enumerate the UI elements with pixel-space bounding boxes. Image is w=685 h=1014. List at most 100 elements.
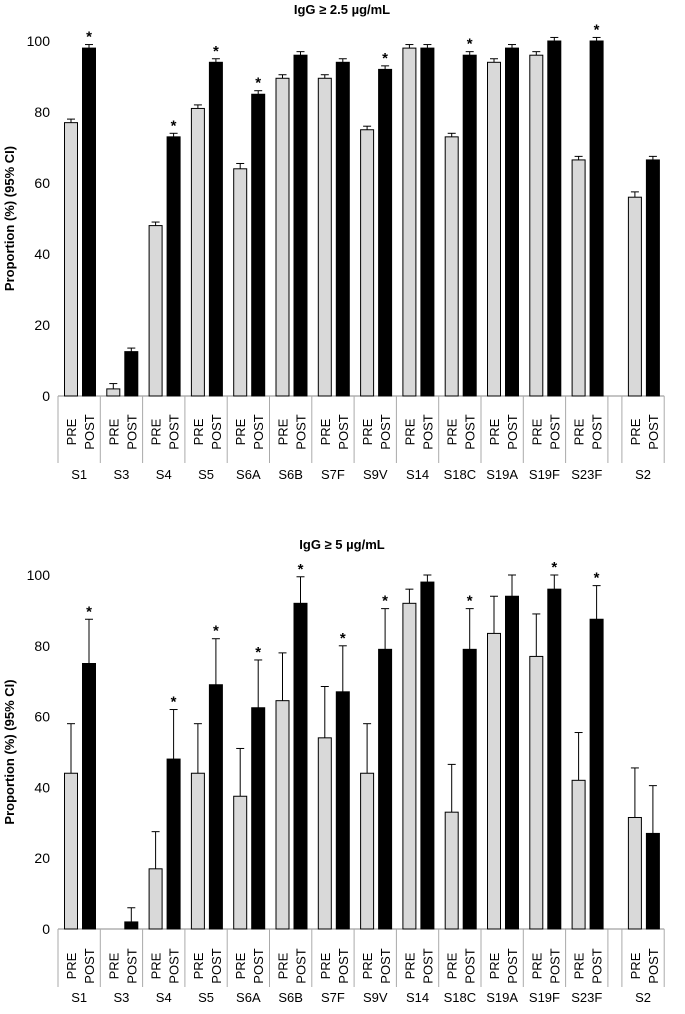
significance-star: * bbox=[382, 50, 388, 67]
x-group-label: S23F bbox=[571, 467, 602, 482]
bar-post-s6b bbox=[293, 602, 308, 930]
x-category-label: PRE bbox=[191, 952, 206, 979]
bar-post-s5 bbox=[208, 684, 223, 930]
x-group-label: S6A bbox=[236, 990, 261, 1005]
x-category-label: PRE bbox=[487, 952, 502, 979]
bar-post-s23f bbox=[589, 618, 604, 930]
chart-2: IgG ≥ 5 µg/mL Proportion (%) (95% CI) 0 20 4… bbox=[2, 537, 665, 1005]
bar-post-s19a bbox=[505, 595, 519, 930]
x-category-label: PRE bbox=[318, 418, 333, 445]
y-tick-label: 20 bbox=[34, 850, 50, 866]
x-group-label: S4 bbox=[156, 467, 172, 482]
bar-pre-s2 bbox=[627, 816, 642, 930]
x-category-label: POST bbox=[547, 414, 562, 449]
bar-post-s9v bbox=[378, 68, 393, 397]
bar-pre-s9v bbox=[360, 772, 375, 930]
x-category-label: POST bbox=[209, 414, 224, 449]
x-category-label: POST bbox=[505, 414, 520, 449]
x-group-label: S19A bbox=[486, 467, 518, 482]
x-group-label: S18C bbox=[444, 467, 477, 482]
y-tick-label: 100 bbox=[27, 33, 51, 49]
x-category-label: PRE bbox=[487, 418, 502, 445]
x-category-label: POST bbox=[251, 948, 266, 983]
bar-post-s6a bbox=[251, 707, 266, 930]
x-category-label: POST bbox=[167, 948, 182, 983]
bar-pre-s23f bbox=[571, 159, 586, 397]
significance-star: * bbox=[255, 75, 261, 92]
bar-pre-s7f bbox=[317, 737, 332, 930]
x-category-label: PRE bbox=[360, 418, 375, 445]
significance-star: * bbox=[594, 570, 600, 587]
bar-pre-s14 bbox=[402, 602, 417, 930]
y-tick-label: 80 bbox=[34, 638, 50, 654]
y-tick-label: 60 bbox=[34, 709, 50, 725]
bar-post-s6a bbox=[251, 93, 266, 397]
significance-star: * bbox=[340, 630, 346, 647]
chart-1: IgG ≥ 2.5 µg/mL Proportion (%) (95% CI) 0 2… bbox=[2, 2, 665, 482]
bar-pre-s5 bbox=[190, 107, 205, 397]
x-group-label: S9V bbox=[363, 467, 388, 482]
chart-title: IgG ≥ 5 µg/mL bbox=[299, 537, 384, 552]
significance-star: * bbox=[171, 117, 177, 134]
x-category-label: PRE bbox=[233, 418, 248, 445]
x-category-label: POST bbox=[294, 414, 309, 449]
significance-star: * bbox=[213, 623, 219, 640]
x-category-label: PRE bbox=[572, 418, 587, 445]
bar-post-s9v bbox=[378, 648, 393, 930]
x-category-label: POST bbox=[378, 948, 393, 983]
x-group-label: S7F bbox=[321, 467, 345, 482]
bar-post-s1 bbox=[82, 663, 96, 930]
bar-post-s19f bbox=[547, 588, 562, 930]
bar-pre-s9v bbox=[360, 129, 375, 397]
bar-post-s18c bbox=[462, 54, 477, 397]
x-group-label: S18C bbox=[444, 990, 477, 1005]
bar-pre-s19a bbox=[487, 632, 501, 930]
x-category-label: PRE bbox=[191, 418, 206, 445]
significance-star: * bbox=[213, 43, 219, 60]
x-category-label: POST bbox=[124, 414, 139, 449]
x-category-label: PRE bbox=[149, 952, 164, 979]
x-category-label: POST bbox=[420, 948, 435, 983]
bar-pre-s19f bbox=[529, 655, 544, 930]
x-group-label: S14 bbox=[406, 990, 429, 1005]
significance-star: * bbox=[298, 561, 304, 578]
x-group-label: S6B bbox=[278, 990, 303, 1005]
x-category-label: POST bbox=[251, 414, 266, 449]
bar-pre-s1 bbox=[64, 122, 78, 397]
x-category-label: PRE bbox=[402, 418, 417, 445]
bar-post-s4 bbox=[166, 136, 181, 397]
x-category-label: POST bbox=[336, 414, 351, 449]
x-category-label: PRE bbox=[402, 952, 417, 979]
x-group-label: S19A bbox=[486, 990, 518, 1005]
y-tick-label: 60 bbox=[34, 175, 50, 191]
bar-pre-s18c bbox=[444, 136, 459, 397]
x-group-label: S7F bbox=[321, 990, 345, 1005]
x-group-label: S1 bbox=[71, 990, 87, 1005]
x-group-label: S19F bbox=[529, 467, 560, 482]
x-category-label: POST bbox=[378, 414, 393, 449]
bar-post-s3 bbox=[124, 351, 139, 397]
bar-pre-s6a bbox=[233, 168, 248, 397]
bar-pre-s19a bbox=[487, 61, 501, 397]
bar-pre-s4 bbox=[148, 868, 163, 930]
x-category-label: PRE bbox=[529, 952, 544, 979]
significance-star: * bbox=[255, 644, 261, 661]
x-category-label: PRE bbox=[106, 418, 121, 445]
x-group-label: S5 bbox=[198, 990, 214, 1005]
x-category-label: POST bbox=[463, 948, 478, 983]
x-category-label: POST bbox=[646, 948, 661, 983]
bar-post-s5 bbox=[208, 61, 223, 397]
x-category-label: PRE bbox=[64, 952, 79, 979]
bar-pre-s5 bbox=[190, 772, 205, 930]
x-category-label: PRE bbox=[628, 952, 643, 979]
significance-star: * bbox=[171, 694, 177, 711]
bar-post-s23f bbox=[589, 40, 604, 397]
x-category-label: PRE bbox=[445, 418, 460, 445]
x-category-label: POST bbox=[505, 948, 520, 983]
bar-post-s7f bbox=[335, 61, 350, 397]
x-group-label: S3 bbox=[113, 990, 129, 1005]
y-tick-label: 100 bbox=[27, 567, 51, 583]
bar-pre-s4 bbox=[148, 225, 163, 397]
x-category-label: POST bbox=[590, 414, 605, 449]
bar-post-s14 bbox=[420, 47, 435, 397]
